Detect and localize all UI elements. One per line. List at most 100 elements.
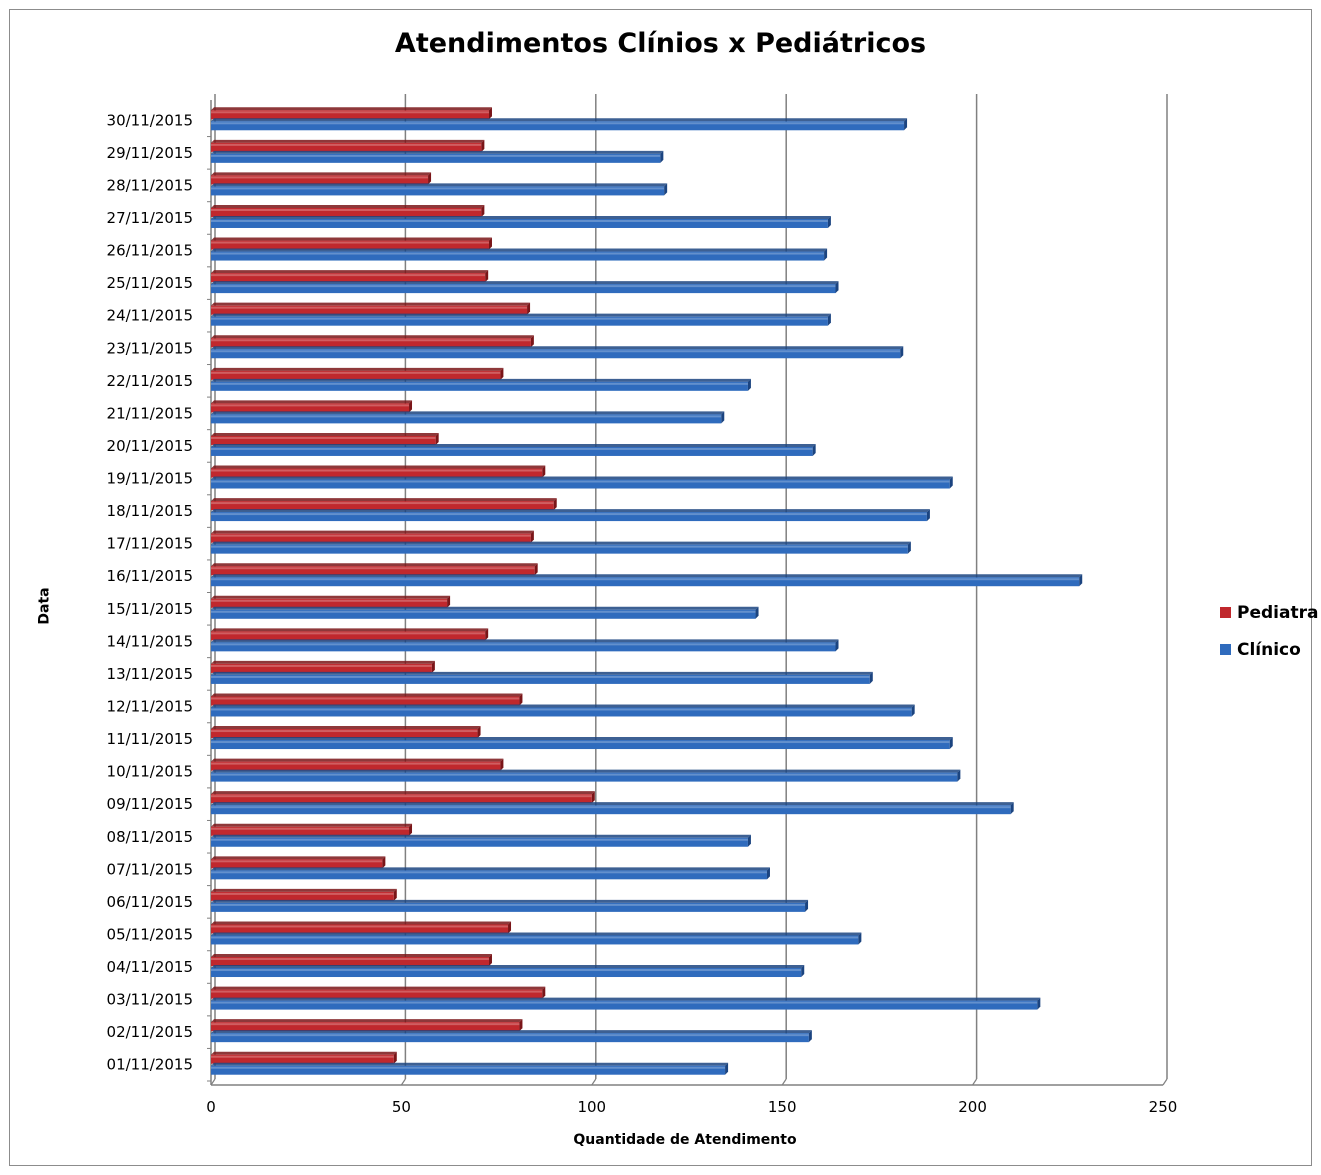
bar-end bbox=[488, 954, 492, 967]
y-tick-label: 14/11/2015 bbox=[107, 632, 193, 650]
bar-highlight bbox=[211, 241, 489, 244]
bar-highlight bbox=[211, 513, 927, 516]
y-tick-label: 13/11/2015 bbox=[107, 665, 193, 683]
bar-top-clinico bbox=[211, 443, 816, 447]
bar-end bbox=[721, 411, 725, 424]
y-tick-label: 30/11/2015 bbox=[107, 111, 193, 129]
bar-end bbox=[747, 378, 751, 391]
y-axis-title: Data bbox=[36, 587, 53, 625]
bar-highlight bbox=[211, 1023, 520, 1026]
bar-highlight bbox=[211, 447, 813, 450]
bar-end bbox=[530, 335, 534, 348]
bar-pediatra bbox=[211, 761, 501, 771]
y-tick-label: 15/11/2015 bbox=[107, 600, 193, 618]
bar-highlight bbox=[211, 741, 950, 744]
x-tick-label: 200 bbox=[958, 1098, 987, 1116]
bar-highlight bbox=[211, 762, 501, 765]
bar-pediatra bbox=[211, 338, 531, 348]
legend-label-clinico: Clínico bbox=[1237, 639, 1301, 660]
bar-top-pediatra bbox=[211, 660, 435, 664]
bar-top-clinico bbox=[211, 183, 668, 187]
bar-top-clinico bbox=[211, 215, 831, 219]
bar-top-pediatra bbox=[211, 465, 546, 469]
bar-end bbox=[519, 693, 523, 706]
bar-highlight bbox=[211, 871, 767, 874]
bar-end bbox=[488, 107, 492, 120]
bar-top-clinico bbox=[211, 867, 770, 871]
bar-highlight bbox=[211, 969, 802, 972]
bar-end bbox=[926, 509, 930, 522]
bar-pediatra bbox=[211, 729, 478, 739]
bar-pediatra bbox=[211, 175, 429, 185]
bar-clinico bbox=[211, 707, 912, 717]
bar-end bbox=[508, 921, 512, 934]
bar-end bbox=[835, 639, 839, 652]
bar-top-clinico bbox=[211, 965, 805, 969]
bar-clinico bbox=[211, 446, 813, 456]
bar-top-clinico bbox=[211, 476, 953, 480]
bar-top-pediatra bbox=[211, 921, 512, 925]
bar-end bbox=[530, 530, 534, 543]
bar-highlight bbox=[211, 806, 1011, 809]
bar-highlight bbox=[211, 708, 912, 711]
bar-end bbox=[766, 867, 770, 880]
y-tick-label: 07/11/2015 bbox=[107, 860, 193, 878]
y-tick-label: 06/11/2015 bbox=[107, 893, 193, 911]
bar-pediatra bbox=[211, 273, 486, 283]
bar-top-clinico bbox=[211, 248, 828, 252]
bar-highlight bbox=[211, 1001, 1038, 1004]
y-tick-label: 10/11/2015 bbox=[107, 763, 193, 781]
bar-top-pediatra bbox=[211, 204, 485, 208]
bar-end bbox=[949, 476, 953, 489]
legend: Pediatra Clínico bbox=[1220, 594, 1318, 668]
bar-top-clinico bbox=[211, 1062, 729, 1066]
bar-highlight bbox=[211, 567, 535, 570]
bar-top-clinico bbox=[211, 671, 873, 675]
bar-top-clinico bbox=[211, 769, 961, 773]
y-tick-label: 24/11/2015 bbox=[107, 307, 193, 325]
bar-top-clinico bbox=[211, 541, 911, 545]
x-tick-label: 250 bbox=[1149, 1098, 1178, 1116]
y-tick-label: 09/11/2015 bbox=[107, 795, 193, 813]
bar-highlight bbox=[211, 610, 756, 613]
bar-pediatra bbox=[211, 891, 394, 901]
bar-highlight bbox=[211, 1034, 809, 1037]
bar-pediatra bbox=[211, 468, 543, 478]
bar-pediatra bbox=[211, 826, 410, 836]
bar-end bbox=[488, 237, 492, 250]
bar-end bbox=[409, 823, 413, 836]
bar-top-clinico bbox=[211, 997, 1041, 1001]
bar-top-pediatra bbox=[211, 726, 481, 730]
bar-highlight bbox=[211, 936, 859, 939]
bar-top-clinico bbox=[211, 834, 751, 838]
bar-top-pediatra bbox=[211, 1051, 397, 1055]
bar-highlight bbox=[211, 436, 436, 439]
bar-top-pediatra bbox=[211, 628, 489, 632]
y-tick-label: 27/11/2015 bbox=[107, 209, 193, 227]
bar-highlight bbox=[211, 990, 543, 993]
bar-clinico bbox=[211, 186, 665, 196]
bar-highlight bbox=[211, 317, 828, 320]
bar-pediatra bbox=[211, 957, 489, 967]
bar-top-pediatra bbox=[211, 693, 523, 697]
bar-end bbox=[824, 248, 828, 261]
bar-top-pediatra bbox=[211, 1019, 523, 1023]
bar-end bbox=[481, 204, 485, 217]
y-tick-label: 05/11/2015 bbox=[107, 925, 193, 943]
bar-pediatra bbox=[211, 370, 501, 380]
bar-top-clinico bbox=[211, 346, 904, 350]
bar-highlight bbox=[211, 545, 908, 548]
bar-top-clinico bbox=[211, 932, 862, 936]
y-tick-label: 01/11/2015 bbox=[107, 1056, 193, 1074]
bar-end bbox=[393, 888, 397, 901]
bar-highlight bbox=[211, 274, 486, 277]
bar-pediatra bbox=[211, 1022, 520, 1032]
bar-end bbox=[904, 118, 908, 131]
bar-highlight bbox=[211, 675, 870, 678]
bar-pediatra bbox=[211, 501, 554, 511]
bar-end bbox=[900, 346, 904, 359]
bar-top-pediatra bbox=[211, 139, 485, 143]
bar-top-pediatra bbox=[211, 172, 432, 176]
bar-pediatra bbox=[211, 305, 528, 315]
y-tick-label: 20/11/2015 bbox=[107, 437, 193, 455]
